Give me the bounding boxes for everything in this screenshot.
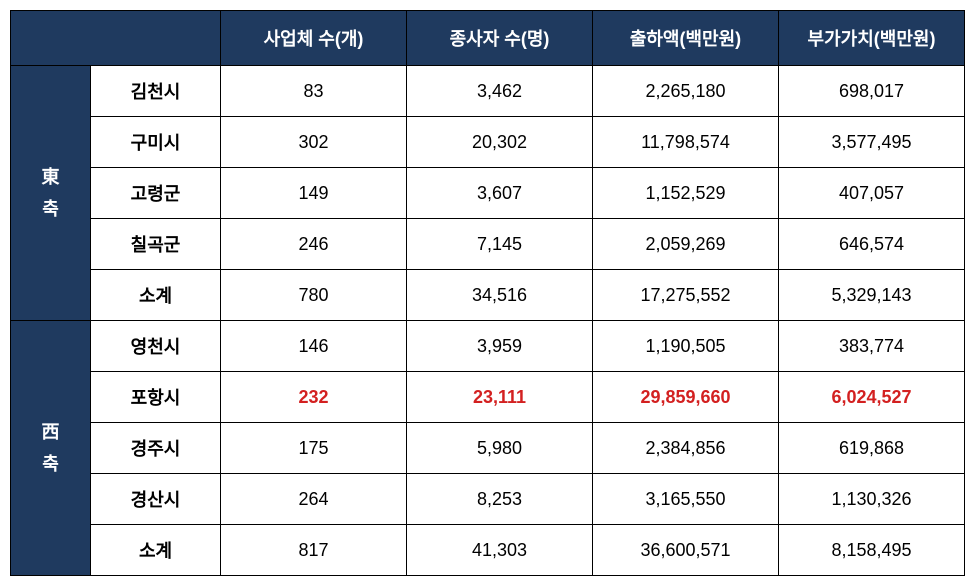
value-cell: 2,384,856 [593, 423, 779, 474]
value-cell: 2,265,180 [593, 66, 779, 117]
axis-group-label: 西축 [11, 321, 91, 576]
value-cell: 1,152,529 [593, 168, 779, 219]
value-cell: 817 [221, 525, 407, 576]
value-cell: 3,462 [407, 66, 593, 117]
value-cell: 619,868 [779, 423, 965, 474]
value-cell: 264 [221, 474, 407, 525]
value-cell: 2,059,269 [593, 219, 779, 270]
table-row: 東축김천시833,4622,265,180698,017 [11, 66, 965, 117]
table-row: 西축영천시1463,9591,190,505383,774 [11, 321, 965, 372]
value-cell: 302 [221, 117, 407, 168]
city-cell: 소계 [91, 525, 221, 576]
value-cell: 29,859,660 [593, 372, 779, 423]
header-corner [11, 11, 221, 66]
city-cell: 경산시 [91, 474, 221, 525]
value-cell: 3,577,495 [779, 117, 965, 168]
table-row: 구미시30220,30211,798,5743,577,495 [11, 117, 965, 168]
value-cell: 646,574 [779, 219, 965, 270]
header-shipment-value: 출하액(백만원) [593, 11, 779, 66]
value-cell: 5,980 [407, 423, 593, 474]
value-cell: 23,111 [407, 372, 593, 423]
table-row: 경주시1755,9802,384,856619,868 [11, 423, 965, 474]
value-cell: 17,275,552 [593, 270, 779, 321]
value-cell: 383,774 [779, 321, 965, 372]
value-cell: 8,158,495 [779, 525, 965, 576]
value-cell: 5,329,143 [779, 270, 965, 321]
table-row: 소계78034,51617,275,5525,329,143 [11, 270, 965, 321]
value-cell: 3,607 [407, 168, 593, 219]
value-cell: 780 [221, 270, 407, 321]
value-cell: 34,516 [407, 270, 593, 321]
value-cell: 232 [221, 372, 407, 423]
regional-industry-table: 사업체 수(개) 종사자 수(명) 출하액(백만원) 부가가치(백만원) 東축김… [10, 10, 965, 576]
city-cell: 고령군 [91, 168, 221, 219]
value-cell: 149 [221, 168, 407, 219]
city-cell: 경주시 [91, 423, 221, 474]
header-added-value: 부가가치(백만원) [779, 11, 965, 66]
value-cell: 36,600,571 [593, 525, 779, 576]
value-cell: 7,145 [407, 219, 593, 270]
header-business-count: 사업체 수(개) [221, 11, 407, 66]
axis-group-label: 東축 [11, 66, 91, 321]
value-cell: 698,017 [779, 66, 965, 117]
value-cell: 1,190,505 [593, 321, 779, 372]
value-cell: 3,165,550 [593, 474, 779, 525]
value-cell: 11,798,574 [593, 117, 779, 168]
value-cell: 20,302 [407, 117, 593, 168]
value-cell: 41,303 [407, 525, 593, 576]
table-header: 사업체 수(개) 종사자 수(명) 출하액(백만원) 부가가치(백만원) [11, 11, 965, 66]
header-employee-count: 종사자 수(명) [407, 11, 593, 66]
value-cell: 1,130,326 [779, 474, 965, 525]
value-cell: 146 [221, 321, 407, 372]
value-cell: 8,253 [407, 474, 593, 525]
city-cell: 영천시 [91, 321, 221, 372]
city-cell: 소계 [91, 270, 221, 321]
city-cell: 김천시 [91, 66, 221, 117]
table-body: 東축김천시833,4622,265,180698,017구미시30220,302… [11, 66, 965, 576]
table-row: 칠곡군2467,1452,059,269646,574 [11, 219, 965, 270]
table-row: 경산시2648,2533,165,5501,130,326 [11, 474, 965, 525]
value-cell: 83 [221, 66, 407, 117]
city-cell: 칠곡군 [91, 219, 221, 270]
city-cell: 포항시 [91, 372, 221, 423]
value-cell: 407,057 [779, 168, 965, 219]
value-cell: 246 [221, 219, 407, 270]
city-cell: 구미시 [91, 117, 221, 168]
value-cell: 175 [221, 423, 407, 474]
table-row: 포항시23223,11129,859,6606,024,527 [11, 372, 965, 423]
table-row: 고령군1493,6071,152,529407,057 [11, 168, 965, 219]
table-row: 소계81741,30336,600,5718,158,495 [11, 525, 965, 576]
value-cell: 3,959 [407, 321, 593, 372]
value-cell: 6,024,527 [779, 372, 965, 423]
